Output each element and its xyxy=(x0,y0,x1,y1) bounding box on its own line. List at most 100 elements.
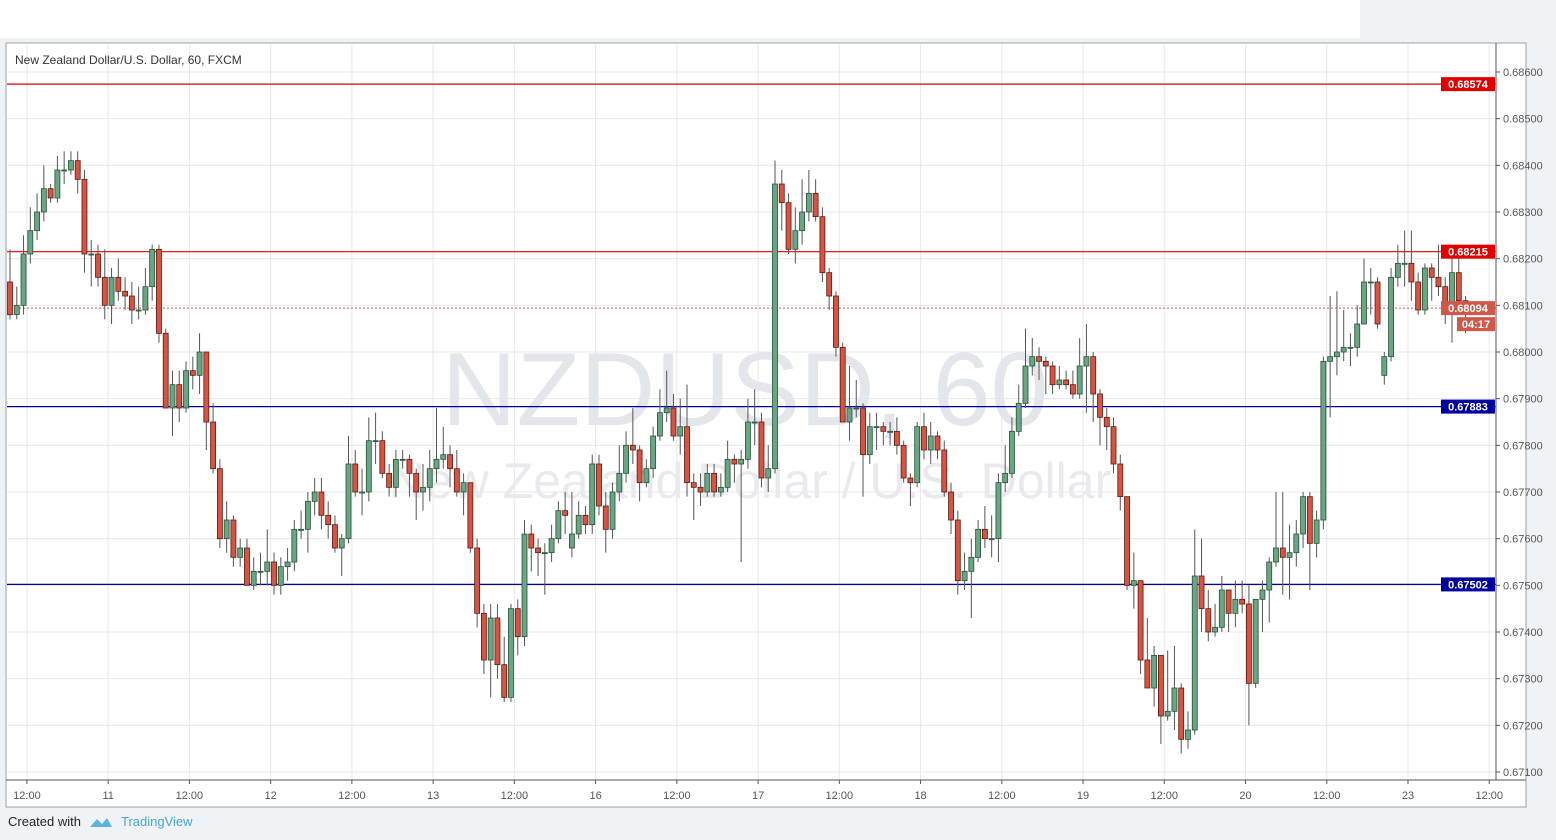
candle[interactable] xyxy=(873,412,880,451)
candle[interactable] xyxy=(657,389,663,441)
candle[interactable] xyxy=(20,235,27,315)
candle[interactable] xyxy=(230,515,237,567)
candle[interactable] xyxy=(338,534,345,577)
candle[interactable] xyxy=(406,454,413,497)
candle[interactable] xyxy=(1293,520,1300,567)
candle[interactable] xyxy=(162,328,169,409)
candle[interactable] xyxy=(1198,538,1205,633)
candle[interactable] xyxy=(1218,576,1225,633)
candle[interactable] xyxy=(101,249,108,320)
candle[interactable] xyxy=(1320,356,1327,530)
candle[interactable] xyxy=(440,426,447,469)
candle[interactable] xyxy=(731,454,738,483)
candle[interactable] xyxy=(1090,352,1097,423)
candle[interactable] xyxy=(1144,618,1151,689)
candle[interactable] xyxy=(1164,650,1171,721)
candle[interactable] xyxy=(575,501,582,539)
candle[interactable] xyxy=(413,468,420,521)
candle[interactable] xyxy=(1306,492,1313,591)
candle[interactable] xyxy=(609,482,616,539)
candle[interactable] xyxy=(805,170,812,222)
candle[interactable] xyxy=(74,151,81,194)
candle[interactable] xyxy=(846,366,853,441)
candle[interactable] xyxy=(1097,389,1103,446)
candle[interactable] xyxy=(670,394,677,441)
candle[interactable] xyxy=(819,207,826,283)
candle[interactable] xyxy=(216,459,223,549)
candle[interactable] xyxy=(616,445,623,502)
candle[interactable] xyxy=(433,408,440,483)
candle[interactable] xyxy=(494,604,501,679)
candle[interactable] xyxy=(833,291,839,357)
candle[interactable] xyxy=(108,268,115,325)
candle[interactable] xyxy=(169,370,176,437)
candle[interactable] xyxy=(1083,324,1090,413)
candle[interactable] xyxy=(900,440,907,483)
candle[interactable] xyxy=(1158,654,1164,745)
candle[interactable] xyxy=(1388,268,1394,362)
candle[interactable] xyxy=(372,412,379,465)
candle[interactable] xyxy=(115,258,122,301)
candle[interactable] xyxy=(196,333,203,395)
candle[interactable] xyxy=(298,510,305,539)
candle[interactable] xyxy=(1313,510,1320,558)
tradingview-link[interactable]: TradingView xyxy=(120,814,193,829)
candle[interactable] xyxy=(257,552,264,586)
candle[interactable] xyxy=(176,370,183,423)
candle[interactable] xyxy=(1049,361,1056,395)
candle[interactable] xyxy=(765,445,772,493)
candle[interactable] xyxy=(128,282,135,325)
candle[interactable] xyxy=(1246,585,1252,726)
candle[interactable] xyxy=(508,604,514,703)
candle[interactable] xyxy=(1117,454,1124,511)
candle[interactable] xyxy=(1273,492,1279,567)
candle[interactable] xyxy=(1327,296,1334,418)
candle[interactable] xyxy=(745,398,751,469)
candle[interactable] xyxy=(1178,683,1185,754)
candle[interactable] xyxy=(1036,347,1042,381)
candle[interactable] xyxy=(1286,524,1293,600)
candle[interactable] xyxy=(277,557,284,595)
candle[interactable] xyxy=(250,557,257,591)
candle[interactable] xyxy=(684,384,690,497)
candle[interactable] xyxy=(738,450,745,563)
candle[interactable] xyxy=(521,520,528,647)
candle[interactable] xyxy=(860,403,866,497)
candle[interactable] xyxy=(1394,244,1401,287)
candle[interactable] xyxy=(636,445,643,502)
candle[interactable] xyxy=(480,604,487,675)
candle[interactable] xyxy=(1334,291,1340,376)
candle[interactable] xyxy=(596,454,602,516)
candle[interactable] xyxy=(1408,230,1415,301)
candle[interactable] xyxy=(961,552,968,591)
candle[interactable] xyxy=(359,468,365,516)
candle[interactable] xyxy=(1056,366,1063,390)
candle[interactable] xyxy=(629,408,636,465)
candle[interactable] xyxy=(623,431,629,483)
candle[interactable] xyxy=(420,464,426,511)
candle[interactable] xyxy=(189,356,196,390)
candle[interactable] xyxy=(183,361,189,413)
candle[interactable] xyxy=(1354,305,1361,357)
candle[interactable] xyxy=(501,636,508,703)
candle[interactable] xyxy=(244,538,250,586)
candle[interactable] xyxy=(1300,492,1306,549)
candle[interactable] xyxy=(1252,598,1259,689)
candle[interactable] xyxy=(68,151,74,175)
candle[interactable] xyxy=(717,473,724,497)
candle[interactable] xyxy=(643,459,650,488)
candle[interactable] xyxy=(13,286,20,320)
candle[interactable] xyxy=(914,422,921,488)
candle[interactable] xyxy=(1191,529,1198,735)
candle[interactable] xyxy=(325,501,332,539)
candle[interactable] xyxy=(1340,310,1347,362)
candle[interactable] xyxy=(47,184,54,203)
candle[interactable] xyxy=(1185,711,1191,749)
candle[interactable] xyxy=(690,473,697,521)
candle[interactable] xyxy=(487,604,494,698)
candle[interactable] xyxy=(1239,580,1246,614)
candle[interactable] xyxy=(1042,356,1049,395)
candle[interactable] xyxy=(981,506,988,549)
candle[interactable] xyxy=(332,515,338,553)
